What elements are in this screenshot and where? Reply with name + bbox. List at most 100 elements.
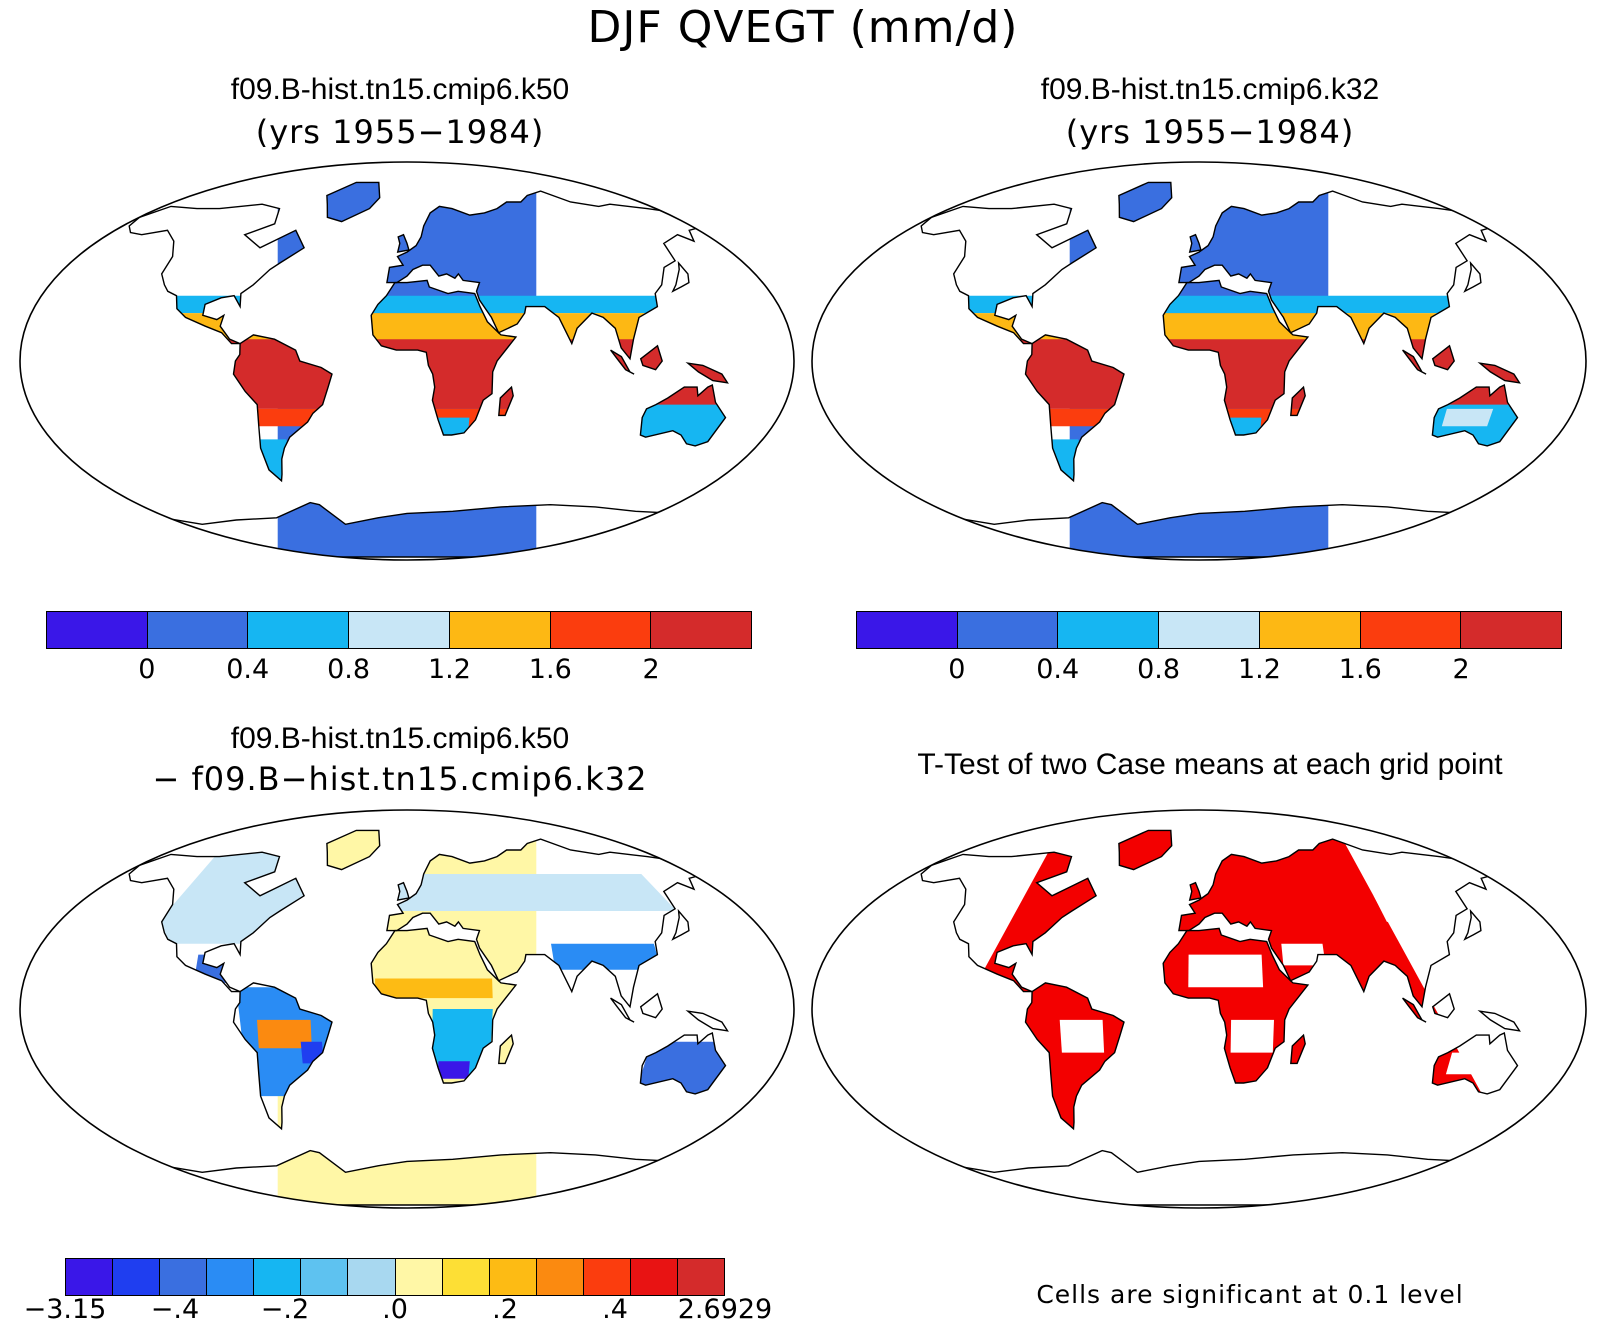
legend-tick-label: 0.8 (1137, 654, 1181, 685)
legend-tick-label: 1.2 (427, 654, 471, 685)
coastline-australia (639, 383, 727, 447)
field-transition-north (129, 313, 728, 344)
coastline-seAsia2 (639, 992, 663, 1019)
coastline-australia (1431, 1031, 1519, 1095)
panel-3-title: f09.B-hist.tn15.cmip6.k50 (230, 722, 570, 755)
field-subtropic-north (921, 295, 1520, 314)
coastline-japan (671, 908, 690, 941)
panel-1-subtitle: (yrs 1955−1984) (255, 113, 545, 151)
coastline-eurasia (386, 190, 707, 361)
coastline-newGuinea (1477, 1010, 1521, 1032)
coastline-northAmerica (920, 851, 1097, 993)
legend-tick-label: 0 (948, 654, 966, 685)
coastline-japan (1463, 908, 1482, 941)
coastline-uk (1188, 233, 1202, 253)
field-insignificant-5 (961, 895, 1016, 922)
field-south-africa (1229, 417, 1262, 435)
coastline-northAmerica (128, 203, 305, 345)
field-south-africa (437, 417, 470, 435)
map-panel-difference (19, 809, 795, 1209)
coastline-seAsia2 (1431, 344, 1455, 371)
legend-swatch (395, 1259, 443, 1295)
legend-tick-label: 1.6 (1338, 654, 1382, 685)
coastline-seAsia2 (639, 344, 663, 371)
field-brazil-negative (300, 1041, 324, 1064)
legend-swatch (583, 1259, 631, 1295)
legend-swatch (536, 1259, 584, 1295)
field-north-america (139, 852, 328, 944)
coastline-seAsia1 (1402, 349, 1427, 375)
legend-tick-label: −.2 (260, 1294, 310, 1325)
significance-footnote: Cells are significant at 0.1 level (1036, 1280, 1464, 1309)
panel-2-title: f09.B-hist.tn15.cmip6.k32 (1040, 73, 1380, 106)
coastline-greenland (1118, 829, 1173, 871)
legend-tick-label: .0 (382, 1294, 408, 1325)
legend-swatch (630, 1259, 679, 1295)
legend-tick-label: 0.8 (327, 654, 371, 685)
map-border (19, 161, 795, 561)
legend-ticks-k50: 0 0.4 0.8 1.2 1.6 2 (46, 654, 750, 688)
legend-ticks-k32: 0 0.4 0.8 1.2 1.6 2 (856, 654, 1560, 688)
coastline-seAsia2 (1431, 992, 1455, 1019)
panel-4-title: T-Test of two Case means at each grid po… (917, 748, 1503, 781)
coastline-japan (671, 260, 690, 293)
coastline-eurasia (386, 838, 707, 1009)
legend-swatch (449, 612, 551, 648)
field-eurasia-belt (387, 874, 677, 911)
coastline-africa (1162, 279, 1310, 436)
coastline-seAsia1 (1402, 997, 1427, 1023)
coastline-africa (370, 279, 518, 436)
coastline-madagascar (498, 385, 514, 417)
coastline-greenland (1118, 181, 1173, 223)
coastline-uk (396, 881, 410, 901)
coastline-southAmerica (232, 334, 333, 483)
legend-swatch (857, 612, 958, 648)
coastline-southAmerica (1024, 982, 1125, 1131)
field-australia (634, 1041, 728, 1097)
field-australia-core (1441, 408, 1494, 427)
coastline-greenland (326, 829, 381, 871)
legend-swatch (1461, 612, 1562, 648)
coastline-uk (396, 233, 410, 253)
coastline-eurasia (1178, 190, 1499, 361)
map-border (19, 809, 795, 1209)
field-antarctica-insignificant (921, 1139, 1507, 1205)
coastline-seAsia1 (610, 349, 635, 375)
legend-swatch (47, 612, 148, 648)
coastline-madagascar (498, 1033, 514, 1065)
map-panel-k50 (19, 161, 795, 561)
map-border (811, 161, 1587, 561)
field-south-asia (551, 943, 661, 970)
field-south-africa (431, 1009, 493, 1075)
legend-tick-label: 2.6929 (677, 1294, 773, 1325)
coastline-africa (370, 927, 518, 1084)
legend-tick-label: 0.4 (1036, 654, 1080, 685)
coastline-eurasia (1178, 838, 1499, 1009)
legend-swatch (1360, 612, 1462, 648)
map-border (811, 809, 1587, 1209)
legend-swatch (678, 1259, 725, 1295)
field-insignificant-0 (1188, 954, 1264, 988)
coastline-madagascar (1290, 1033, 1306, 1065)
legend-tick-label: 1.2 (1237, 654, 1281, 685)
legend-swatch (147, 612, 249, 648)
legend-tick-label: −3.15 (23, 1294, 107, 1325)
legend-swatch (957, 612, 1059, 648)
legend-swatch (301, 1259, 349, 1295)
legend-tick-label: .2 (492, 1294, 518, 1325)
coastline-northAmerica (920, 203, 1097, 345)
coastline-newGuinea (685, 362, 729, 384)
coastline-newGuinea (1477, 362, 1521, 384)
legend-bar-difference (65, 1258, 725, 1296)
coastline-africa (1162, 927, 1310, 1084)
legend-bar-k50 (46, 611, 752, 649)
legend-swatch (349, 612, 450, 648)
legend-swatch (248, 612, 350, 648)
legend-swatch (160, 1259, 208, 1295)
legend-swatch (207, 1259, 255, 1295)
panel-2-subtitle: (yrs 1955−1984) (1065, 113, 1355, 151)
map-panel-ttest (811, 809, 1587, 1209)
coastline-uk (1188, 881, 1202, 901)
coastline-newGuinea (685, 1010, 729, 1032)
panel-1-title: f09.B-hist.tn15.cmip6.k50 (230, 73, 570, 106)
